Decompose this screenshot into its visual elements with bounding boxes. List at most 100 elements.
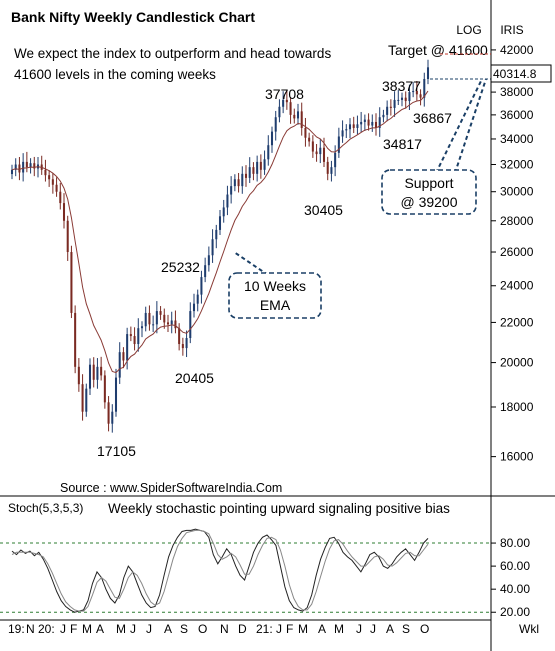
time-tick-label: F <box>286 622 293 636</box>
time-tick-label: 19: <box>8 622 25 636</box>
time-tick-label: F <box>70 622 77 636</box>
stoch-y-axis: 80.00 60.00 40.00 20.00 <box>491 536 530 619</box>
candle-body <box>108 402 110 423</box>
candle-body <box>275 117 277 131</box>
candle-body <box>390 107 392 108</box>
candle-body <box>145 313 147 326</box>
time-tick-label: D <box>238 622 247 636</box>
candle-body <box>226 195 228 208</box>
time-tick-label: J <box>146 622 152 636</box>
candle-body <box>100 367 102 376</box>
time-tick-label: N <box>220 622 229 636</box>
stoch-k-line <box>12 529 428 612</box>
candle-body <box>308 138 310 142</box>
candle-body <box>204 265 206 277</box>
subtitle-line-2: 41600 levels in the coming weeks <box>14 67 216 82</box>
candle-body <box>397 100 399 101</box>
target-label: Target @ 41600 <box>388 42 488 58</box>
candle-body <box>249 167 251 178</box>
price-annotation: 37708 <box>265 86 304 102</box>
candle-body <box>93 365 95 380</box>
price-tick-label: 42000 <box>500 43 534 57</box>
candle-body <box>59 192 61 203</box>
candle-body <box>345 129 347 130</box>
candle-body <box>197 295 199 304</box>
candle-body <box>186 338 188 348</box>
candle-body <box>323 148 325 162</box>
price-annotation: 25232 <box>161 259 200 275</box>
candle-body <box>278 107 280 117</box>
candle-body <box>382 115 384 117</box>
candle-body <box>156 311 158 324</box>
time-tick-label: A <box>164 622 172 636</box>
candle-body <box>342 130 344 136</box>
candle-body <box>252 167 254 174</box>
candle-body <box>178 328 180 344</box>
candle-body <box>174 321 176 329</box>
candle-body <box>401 98 403 100</box>
candle-body <box>130 334 132 336</box>
time-tick-label: J <box>356 622 362 636</box>
candle-body <box>122 352 124 360</box>
candle-body <box>193 304 195 311</box>
candle-body <box>338 136 340 152</box>
candle-body <box>304 128 306 138</box>
iris-label: IRIS <box>500 23 523 37</box>
stoch-annotation: Weekly stochastic pointing upward signal… <box>108 501 450 516</box>
candle-body <box>189 311 191 338</box>
candle-body <box>11 170 13 174</box>
time-tick-label: J <box>370 622 376 636</box>
price-annotation: 36867 <box>413 110 452 126</box>
candle-body <box>160 311 162 315</box>
support-callout-line-1: Support <box>404 175 453 191</box>
price-annotations: 37708 38377 36867 34817 30405 25232 20405 17105 <box>97 78 452 459</box>
candle-body <box>22 162 24 173</box>
price-annotation: 30405 <box>304 202 343 218</box>
price-tick-label: 20000 <box>500 356 534 370</box>
candle-body <box>267 145 269 159</box>
price-tick-label: 16000 <box>500 450 534 464</box>
support-callout-line-2: @ 39200 <box>400 194 457 210</box>
time-tick-label: M <box>298 622 308 636</box>
candle-body <box>290 102 292 115</box>
stoch-tick-label: 60.00 <box>500 559 530 573</box>
candle-body <box>219 216 221 230</box>
candle-body <box>349 124 351 129</box>
time-tick-label: O <box>198 622 207 636</box>
price-tick-label: 34000 <box>500 132 534 146</box>
time-tick-label: S <box>402 622 410 636</box>
candle-body <box>26 162 28 167</box>
candle-body <box>356 124 358 128</box>
ema-callout-line-1: 10 Weeks <box>244 278 306 294</box>
candle-body <box>152 324 154 325</box>
candle-body <box>111 412 113 424</box>
candle-body <box>260 162 262 170</box>
candle-body <box>163 315 165 323</box>
candle-body <box>427 67 429 79</box>
time-tick-label: A <box>386 622 394 636</box>
source-label: Source : www.SpiderSoftwareIndia.Com <box>60 481 282 495</box>
candle-body <box>420 94 422 97</box>
candle-body <box>78 367 80 384</box>
stoch-title: Stoch(5,3,5,3) <box>8 501 83 515</box>
candlestick-series <box>11 60 429 433</box>
time-tick-label: M <box>334 622 344 636</box>
x-axis-unit-label: Wkl <box>519 622 539 636</box>
stoch-d-line <box>12 530 428 611</box>
candle-body <box>96 367 98 380</box>
candle-body <box>312 141 314 151</box>
candle-body <box>148 313 150 324</box>
price-tick-label: 32000 <box>500 158 534 172</box>
candle-body <box>293 115 295 119</box>
candle-body <box>234 179 236 186</box>
candle-body <box>212 239 214 255</box>
candle-body <box>171 321 173 325</box>
candle-body <box>30 163 32 167</box>
candle-body <box>134 336 136 344</box>
price-tick-label: 38000 <box>500 85 534 99</box>
candle-body <box>223 207 225 216</box>
candle-body <box>119 352 121 377</box>
price-annotation: 20405 <box>175 370 214 386</box>
candle-body <box>327 162 329 174</box>
stoch-tick-label: 20.00 <box>500 605 530 619</box>
